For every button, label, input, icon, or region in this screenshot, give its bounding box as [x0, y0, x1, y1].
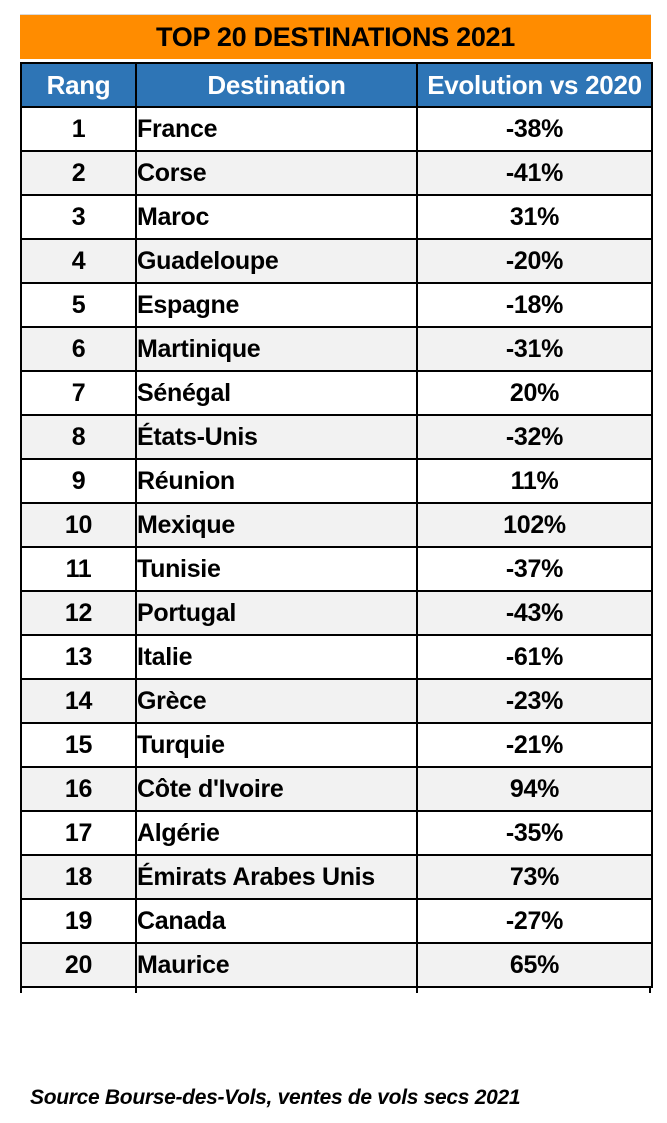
rank-cell: 11 — [20, 546, 137, 592]
rank-cell: 1 — [20, 106, 137, 152]
evolution-cell: -18% — [416, 282, 653, 328]
rank-cell: 7 — [20, 370, 137, 416]
rank-cell: 6 — [20, 326, 137, 372]
evolution-cell: -23% — [416, 678, 653, 724]
table-row: 7 Sénégal 20% — [20, 370, 653, 416]
destination-cell: Maurice — [135, 942, 418, 988]
top20-table-block: TOP 20 DESTINATIONS 2021 Rang Destinatio… — [20, 14, 653, 993]
destination-cell: Italie — [135, 634, 418, 680]
destination-cell: Martinique — [135, 326, 418, 372]
evolution-cell: 11% — [416, 458, 653, 504]
table-row: 16 Côte d'Ivoire 94% — [20, 766, 653, 812]
table-row: 17 Algérie -35% — [20, 810, 653, 856]
evolution-cell: 31% — [416, 194, 653, 240]
rank-cell: 20 — [20, 942, 137, 988]
destination-cell: Émirats Arabes Unis — [135, 854, 418, 900]
destination-cell: Portugal — [135, 590, 418, 636]
destination-cell: Grèce — [135, 678, 418, 724]
rank-cell: 2 — [20, 150, 137, 196]
destination-cell: Côte d'Ivoire — [135, 766, 418, 812]
rank-cell: 4 — [20, 238, 137, 284]
table-row: 8 États-Unis -32% — [20, 414, 653, 460]
rank-cell: 16 — [20, 766, 137, 812]
destination-cell: Maroc — [135, 194, 418, 240]
rank-cell: 13 — [20, 634, 137, 680]
rank-cell: 9 — [20, 458, 137, 504]
rank-cell: 10 — [20, 502, 137, 548]
evolution-cell: 20% — [416, 370, 653, 416]
table-body: 1 France -38% 2 Corse -41% 3 Maroc 31% 4… — [20, 106, 653, 988]
evolution-cell: -27% — [416, 898, 653, 944]
table-row: 20 Maurice 65% — [20, 942, 653, 988]
rank-cell: 3 — [20, 194, 137, 240]
evolution-cell: -38% — [416, 106, 653, 152]
rank-cell: 5 — [20, 282, 137, 328]
table-row: 3 Maroc 31% — [20, 194, 653, 240]
evolution-cell: -61% — [416, 634, 653, 680]
evolution-cell: -20% — [416, 238, 653, 284]
destination-cell: Corse — [135, 150, 418, 196]
destination-cell: Canada — [135, 898, 418, 944]
table-title: TOP 20 DESTINATIONS 2021 — [156, 21, 515, 52]
evolution-cell: -32% — [416, 414, 653, 460]
destination-cell: Sénégal — [135, 370, 418, 416]
rank-cell: 12 — [20, 590, 137, 636]
rank-cell: 15 — [20, 722, 137, 768]
table-row: 18 Émirats Arabes Unis 73% — [20, 854, 653, 900]
table-bottom-remnant — [20, 988, 651, 993]
column-header-rang: Rang — [20, 62, 137, 108]
destination-cell: Réunion — [135, 458, 418, 504]
destination-cell: Espagne — [135, 282, 418, 328]
destination-cell: Algérie — [135, 810, 418, 856]
table-row: 13 Italie -61% — [20, 634, 653, 680]
evolution-cell: 94% — [416, 766, 653, 812]
table-row: 9 Réunion 11% — [20, 458, 653, 504]
table-row: 1 France -38% — [20, 106, 653, 152]
evolution-cell: -43% — [416, 590, 653, 636]
table-row: 11 Tunisie -37% — [20, 546, 653, 592]
evolution-cell: -31% — [416, 326, 653, 372]
destination-cell: Guadeloupe — [135, 238, 418, 284]
rank-cell: 19 — [20, 898, 137, 944]
table-row: 5 Espagne -18% — [20, 282, 653, 328]
destination-cell: États-Unis — [135, 414, 418, 460]
table-row: 19 Canada -27% — [20, 898, 653, 944]
column-header-evolution: Evolution vs 2020 — [416, 62, 653, 108]
destination-cell: Tunisie — [135, 546, 418, 592]
rank-cell: 8 — [20, 414, 137, 460]
rank-cell: 18 — [20, 854, 137, 900]
evolution-cell: -35% — [416, 810, 653, 856]
table-row: 10 Mexique 102% — [20, 502, 653, 548]
table-row: 12 Portugal -43% — [20, 590, 653, 636]
destinations-table: Rang Destination Evolution vs 2020 1 Fra… — [20, 62, 653, 988]
evolution-cell: -41% — [416, 150, 653, 196]
evolution-cell: -21% — [416, 722, 653, 768]
table-header-row: Rang Destination Evolution vs 2020 — [20, 62, 653, 108]
evolution-cell: 65% — [416, 942, 653, 988]
table-title-bar: TOP 20 DESTINATIONS 2021 — [20, 14, 651, 59]
table-row: 6 Martinique -31% — [20, 326, 653, 372]
source-note: Source Bourse-des-Vols, ventes de vols s… — [30, 1086, 521, 1109]
evolution-cell: 73% — [416, 854, 653, 900]
table-row: 2 Corse -41% — [20, 150, 653, 196]
evolution-cell: 102% — [416, 502, 653, 548]
rank-cell: 17 — [20, 810, 137, 856]
table-row: 15 Turquie -21% — [20, 722, 653, 768]
destination-cell: Mexique — [135, 502, 418, 548]
destination-cell: France — [135, 106, 418, 152]
destination-cell: Turquie — [135, 722, 418, 768]
table-row: 4 Guadeloupe -20% — [20, 238, 653, 284]
evolution-cell: -37% — [416, 546, 653, 592]
column-header-destination: Destination — [135, 62, 418, 108]
table-row: 14 Grèce -23% — [20, 678, 653, 724]
rank-cell: 14 — [20, 678, 137, 724]
